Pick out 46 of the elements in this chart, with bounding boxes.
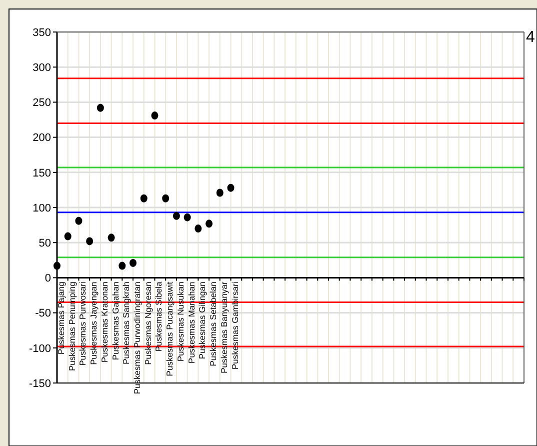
y-tick-label: 250 [32,97,51,110]
y-tick-label: 0 [44,272,51,285]
point [216,188,224,197]
y-tick-label: -150 [28,378,51,390]
x-tick-label: Puskesmas Pucangsawit [164,281,175,376]
x-tick-label: Puskesmas Purwosari [78,282,88,366]
point [86,237,94,246]
point [172,212,180,220]
x-tick-label: Puskesmas Sibela [154,281,164,352]
x-tick-label: Puskesmas Purwodiningratan [132,281,142,394]
text: 4 [526,29,535,46]
y-tick-label: 50 [38,237,51,250]
x-tick-label: Puskesmas Sangkrah [121,281,132,364]
y-tick-label: 300 [32,62,51,74]
x-tick-label: Puskesmas Penumping [66,281,77,371]
point [140,194,148,202]
x-tick-label: Puskesmas Nusukan [175,281,186,362]
y-tick-label: -50 [35,308,51,320]
y-tick-label: 350 [32,26,51,39]
y-tick-label: 150 [32,167,51,180]
y-tick-label: -100 [28,342,51,355]
x-tick-label: Puskesmas Gajahan [110,281,120,360]
point [151,112,158,120]
point [96,104,104,112]
point [118,262,126,270]
point [108,234,115,242]
x-tick-label: Puskesmas Jayengan [88,281,99,365]
point [194,224,202,233]
x-tick-label: Puskesmas Ngoresan [142,281,153,365]
x-tick-label: Puskesmas Kratonan [99,281,110,362]
point [162,194,170,202]
point [54,262,60,270]
point [64,232,72,240]
point [184,213,191,222]
x-tick-label: Puskesmas Gambirsari [230,282,240,370]
x-tick-label: Puskesmas Gilingan [197,281,208,360]
x-tick-label: Puskesmas Banyuanyar [218,282,229,374]
x-tick-label: Puskesmas Setabelan [208,281,218,366]
y-tick-label: 200 [32,132,51,144]
point [130,258,137,267]
y-tick-label: 100 [32,202,51,214]
point [75,216,82,225]
x-tick-label: Puskesmas Manahan [186,281,196,364]
x-tick-label: Puskesmas Pajang [56,281,66,354]
point [227,184,234,192]
point [206,220,213,228]
